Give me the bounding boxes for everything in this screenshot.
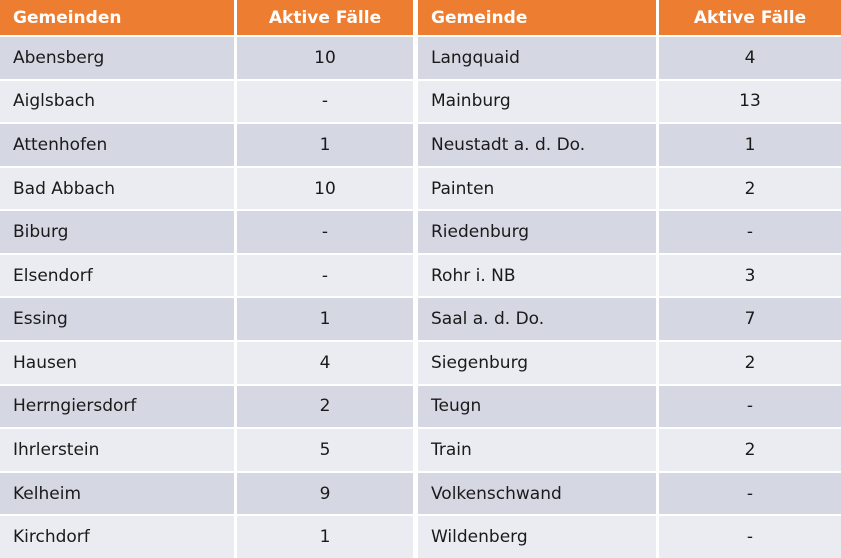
table-row: Siegenburg 2	[418, 342, 841, 384]
municipality-cell: Abensberg	[0, 37, 234, 79]
municipality-cell: Riedenburg	[418, 211, 656, 253]
active-cases-cell: 2	[659, 429, 841, 471]
municipality-cell: Attenhofen	[0, 124, 234, 166]
active-cases-cell: 9	[237, 472, 413, 515]
active-cases-cell: 13	[659, 80, 841, 123]
table-row: Teugn -	[418, 385, 841, 428]
municipality-cell: Rohr i. NB	[418, 254, 656, 297]
municipalities-table-right: Gemeinde Aktive Fälle Langquaid 4 Mainburg…	[418, 0, 841, 558]
table-row: Saal a. d. Do. 7	[418, 298, 841, 341]
active-cases-cell: 10	[237, 167, 413, 210]
table-row: Bad Abbach 10	[0, 167, 413, 210]
table-row: Herrngiersdorf 2	[0, 385, 413, 428]
active-cases-cell: 4	[659, 37, 841, 79]
municipality-cell: Kelheim	[0, 472, 234, 515]
table-row: Volkenschwand -	[418, 472, 841, 515]
table-row: Ihrlerstein 5	[0, 429, 413, 471]
municipality-cell: Teugn	[418, 385, 656, 428]
active-cases-cell: -	[659, 516, 841, 558]
table-row: Biburg -	[0, 211, 413, 253]
active-cases-cell: -	[659, 385, 841, 428]
municipality-cell: Kirchdorf	[0, 516, 234, 558]
table-row: Essing 1	[0, 298, 413, 341]
active-cases-cell: 2	[237, 385, 413, 428]
municipality-cell: Mainburg	[418, 80, 656, 123]
active-cases-cell: 1	[659, 124, 841, 166]
table-row: Kelheim 9	[0, 472, 413, 515]
table-header-row: Gemeinde Aktive Fälle	[418, 0, 841, 35]
active-cases-cell: -	[237, 211, 413, 253]
table-row: Painten 2	[418, 167, 841, 210]
municipality-cell: Siegenburg	[418, 342, 656, 384]
table-header-row: Gemeinden Aktive Fälle	[0, 0, 413, 35]
municipalities-table-left: Gemeinden Aktive Fälle Abensberg 10 Aiglsb…	[0, 0, 413, 558]
municipality-cell: Elsendorf	[0, 254, 234, 297]
table-row: Mainburg 13	[418, 80, 841, 123]
table-row: Aiglsbach -	[0, 80, 413, 123]
table-row: Neustadt a. d. Do. 1	[418, 124, 841, 166]
table-row: Wildenberg -	[418, 516, 841, 558]
municipality-cell: Aiglsbach	[0, 80, 234, 123]
active-cases-cell: 4	[237, 342, 413, 384]
table-row: Train 2	[418, 429, 841, 471]
active-cases-cell: 3	[659, 254, 841, 297]
municipality-cell: Biburg	[0, 211, 234, 253]
municipality-cell: Volkenschwand	[418, 472, 656, 515]
table-row: Langquaid 4	[418, 37, 841, 79]
table-row: Rohr i. NB 3	[418, 254, 841, 297]
column-header-gemeinde: Gemeinde	[418, 0, 656, 35]
active-cases-cell: 2	[659, 167, 841, 210]
column-header-aktive-faelle: Aktive Fälle	[237, 0, 413, 35]
table-row: Abensberg 10	[0, 37, 413, 79]
municipality-cell: Herrngiersdorf	[0, 385, 234, 428]
active-cases-cell: -	[237, 254, 413, 297]
municipality-cell: Bad Abbach	[0, 167, 234, 210]
active-cases-cell: -	[237, 80, 413, 123]
table-row: Hausen 4	[0, 342, 413, 384]
municipality-cell: Ihrlerstein	[0, 429, 234, 471]
active-cases-cell: -	[659, 472, 841, 515]
municipality-cell: Saal a. d. Do.	[418, 298, 656, 341]
municipality-cell: Wildenberg	[418, 516, 656, 558]
active-cases-cell: 2	[659, 342, 841, 384]
table-row: Riedenburg -	[418, 211, 841, 253]
active-cases-cell: 5	[237, 429, 413, 471]
column-header-aktive-faelle: Aktive Fälle	[659, 0, 841, 35]
table-row: Attenhofen 1	[0, 124, 413, 166]
municipality-cell: Langquaid	[418, 37, 656, 79]
column-header-gemeinden: Gemeinden	[0, 0, 234, 35]
municipality-cell: Neustadt a. d. Do.	[418, 124, 656, 166]
municipality-cell: Train	[418, 429, 656, 471]
active-cases-cell: 1	[237, 124, 413, 166]
table-row: Kirchdorf 1	[0, 516, 413, 558]
table-row: Elsendorf -	[0, 254, 413, 297]
municipality-cell: Hausen	[0, 342, 234, 384]
municipality-cell: Painten	[418, 167, 656, 210]
active-cases-cell: 1	[237, 298, 413, 341]
active-cases-cell: 7	[659, 298, 841, 341]
active-cases-cell: -	[659, 211, 841, 253]
active-cases-cell: 10	[237, 37, 413, 79]
active-cases-cell: 1	[237, 516, 413, 558]
municipality-cell: Essing	[0, 298, 234, 341]
